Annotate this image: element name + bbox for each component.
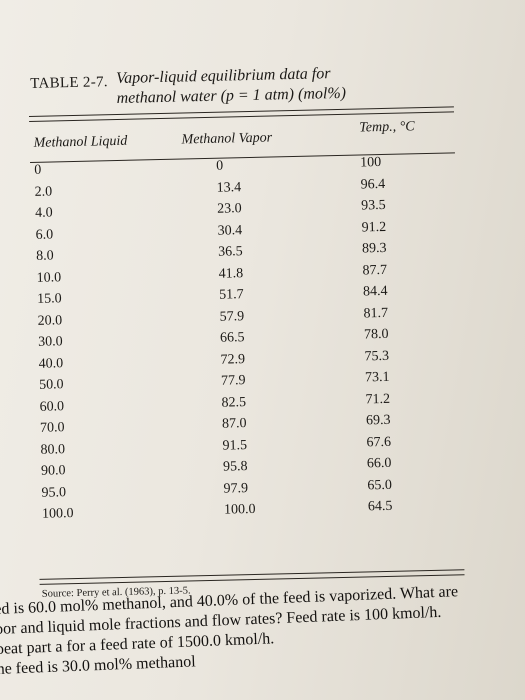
cell-liquid: 8.0: [36, 248, 54, 264]
cell-temp: 96.4: [360, 176, 386, 192]
cell-vapor: 30.4: [217, 222, 243, 239]
cell-temp: 81.7: [363, 305, 389, 321]
cell-vapor: 77.9: [220, 373, 246, 389]
cell-liquid: 90.0: [40, 463, 66, 479]
cell-vapor: 41.8: [218, 265, 244, 282]
cell-liquid: 6.0: [35, 226, 54, 243]
cell-vapor: 82.5: [221, 394, 247, 411]
cell-temp: 73.1: [364, 369, 390, 386]
cell-temp: 67.6: [366, 434, 392, 450]
cell-vapor: 51.7: [218, 287, 244, 303]
table-body: 0 0 100 2.0 13.4 96.4 4.0 23.0 93.5 6.0 30.4 91.2 8.…: [30, 153, 464, 579]
cell-liquid: 30.0: [37, 334, 63, 350]
cell-temp: 91.2: [361, 219, 387, 235]
cell-temp: 65.0: [367, 477, 393, 493]
cell-vapor: 23.0: [216, 201, 242, 217]
cell-temp: 69.3: [365, 412, 391, 429]
cell-vapor: 0: [216, 158, 224, 174]
header-methanol-vapor: Methanol Vapor: [181, 130, 273, 148]
vle-table: TABLE 2-7. Vapor-liquid equilibrium data…: [28, 62, 465, 607]
cell-liquid: 95.0: [41, 484, 67, 501]
cell-vapor: 66.5: [219, 330, 245, 346]
cell-temp: 71.2: [365, 391, 391, 407]
cell-liquid: 0: [34, 162, 42, 178]
cell-temp: 89.3: [361, 240, 387, 257]
cell-liquid: 10.0: [36, 269, 62, 286]
cell-temp: 84.4: [362, 283, 388, 300]
cell-temp: 87.7: [362, 262, 388, 278]
cell-liquid: 70.0: [39, 420, 65, 436]
cell-vapor: 13.4: [216, 179, 242, 196]
cell-liquid: 50.0: [38, 377, 64, 393]
cell-vapor: 97.9: [223, 480, 249, 497]
cell-vapor: 57.9: [219, 308, 245, 325]
cell-vapor: 95.8: [222, 459, 248, 475]
cell-vapor: 91.5: [222, 437, 248, 454]
cell-vapor: 72.9: [220, 351, 246, 368]
cell-liquid: 100.0: [41, 506, 74, 522]
cell-liquid: 15.0: [36, 291, 62, 307]
cell-temp: 93.5: [360, 197, 386, 214]
header-temperature: Temp., °C: [359, 119, 415, 136]
cell-vapor: 36.5: [217, 244, 243, 260]
cell-temp: 78.0: [363, 326, 389, 343]
table-title-line2: methanol water (p = 1 atm) (mol%): [116, 84, 347, 107]
cell-liquid: 20.0: [37, 312, 63, 329]
cell-vapor: 87.0: [221, 416, 247, 432]
cell-liquid: 2.0: [34, 183, 53, 200]
table-label: TABLE 2-7.: [30, 74, 109, 92]
header-methanol-liquid: Methanol Liquid: [33, 133, 128, 151]
cell-temp: 64.5: [367, 498, 393, 515]
cell-temp: 66.0: [366, 455, 392, 472]
cell-temp: 75.3: [364, 348, 390, 364]
cell-liquid: 4.0: [35, 205, 53, 221]
table-title-line1: Vapor-liquid equilibrium data for: [115, 65, 331, 87]
cell-liquid: 40.0: [38, 355, 64, 372]
cell-liquid: 80.0: [40, 441, 66, 458]
cell-temp: 100: [359, 155, 382, 171]
cell-vapor: 100.0: [223, 501, 256, 518]
cell-liquid: 60.0: [39, 398, 65, 415]
